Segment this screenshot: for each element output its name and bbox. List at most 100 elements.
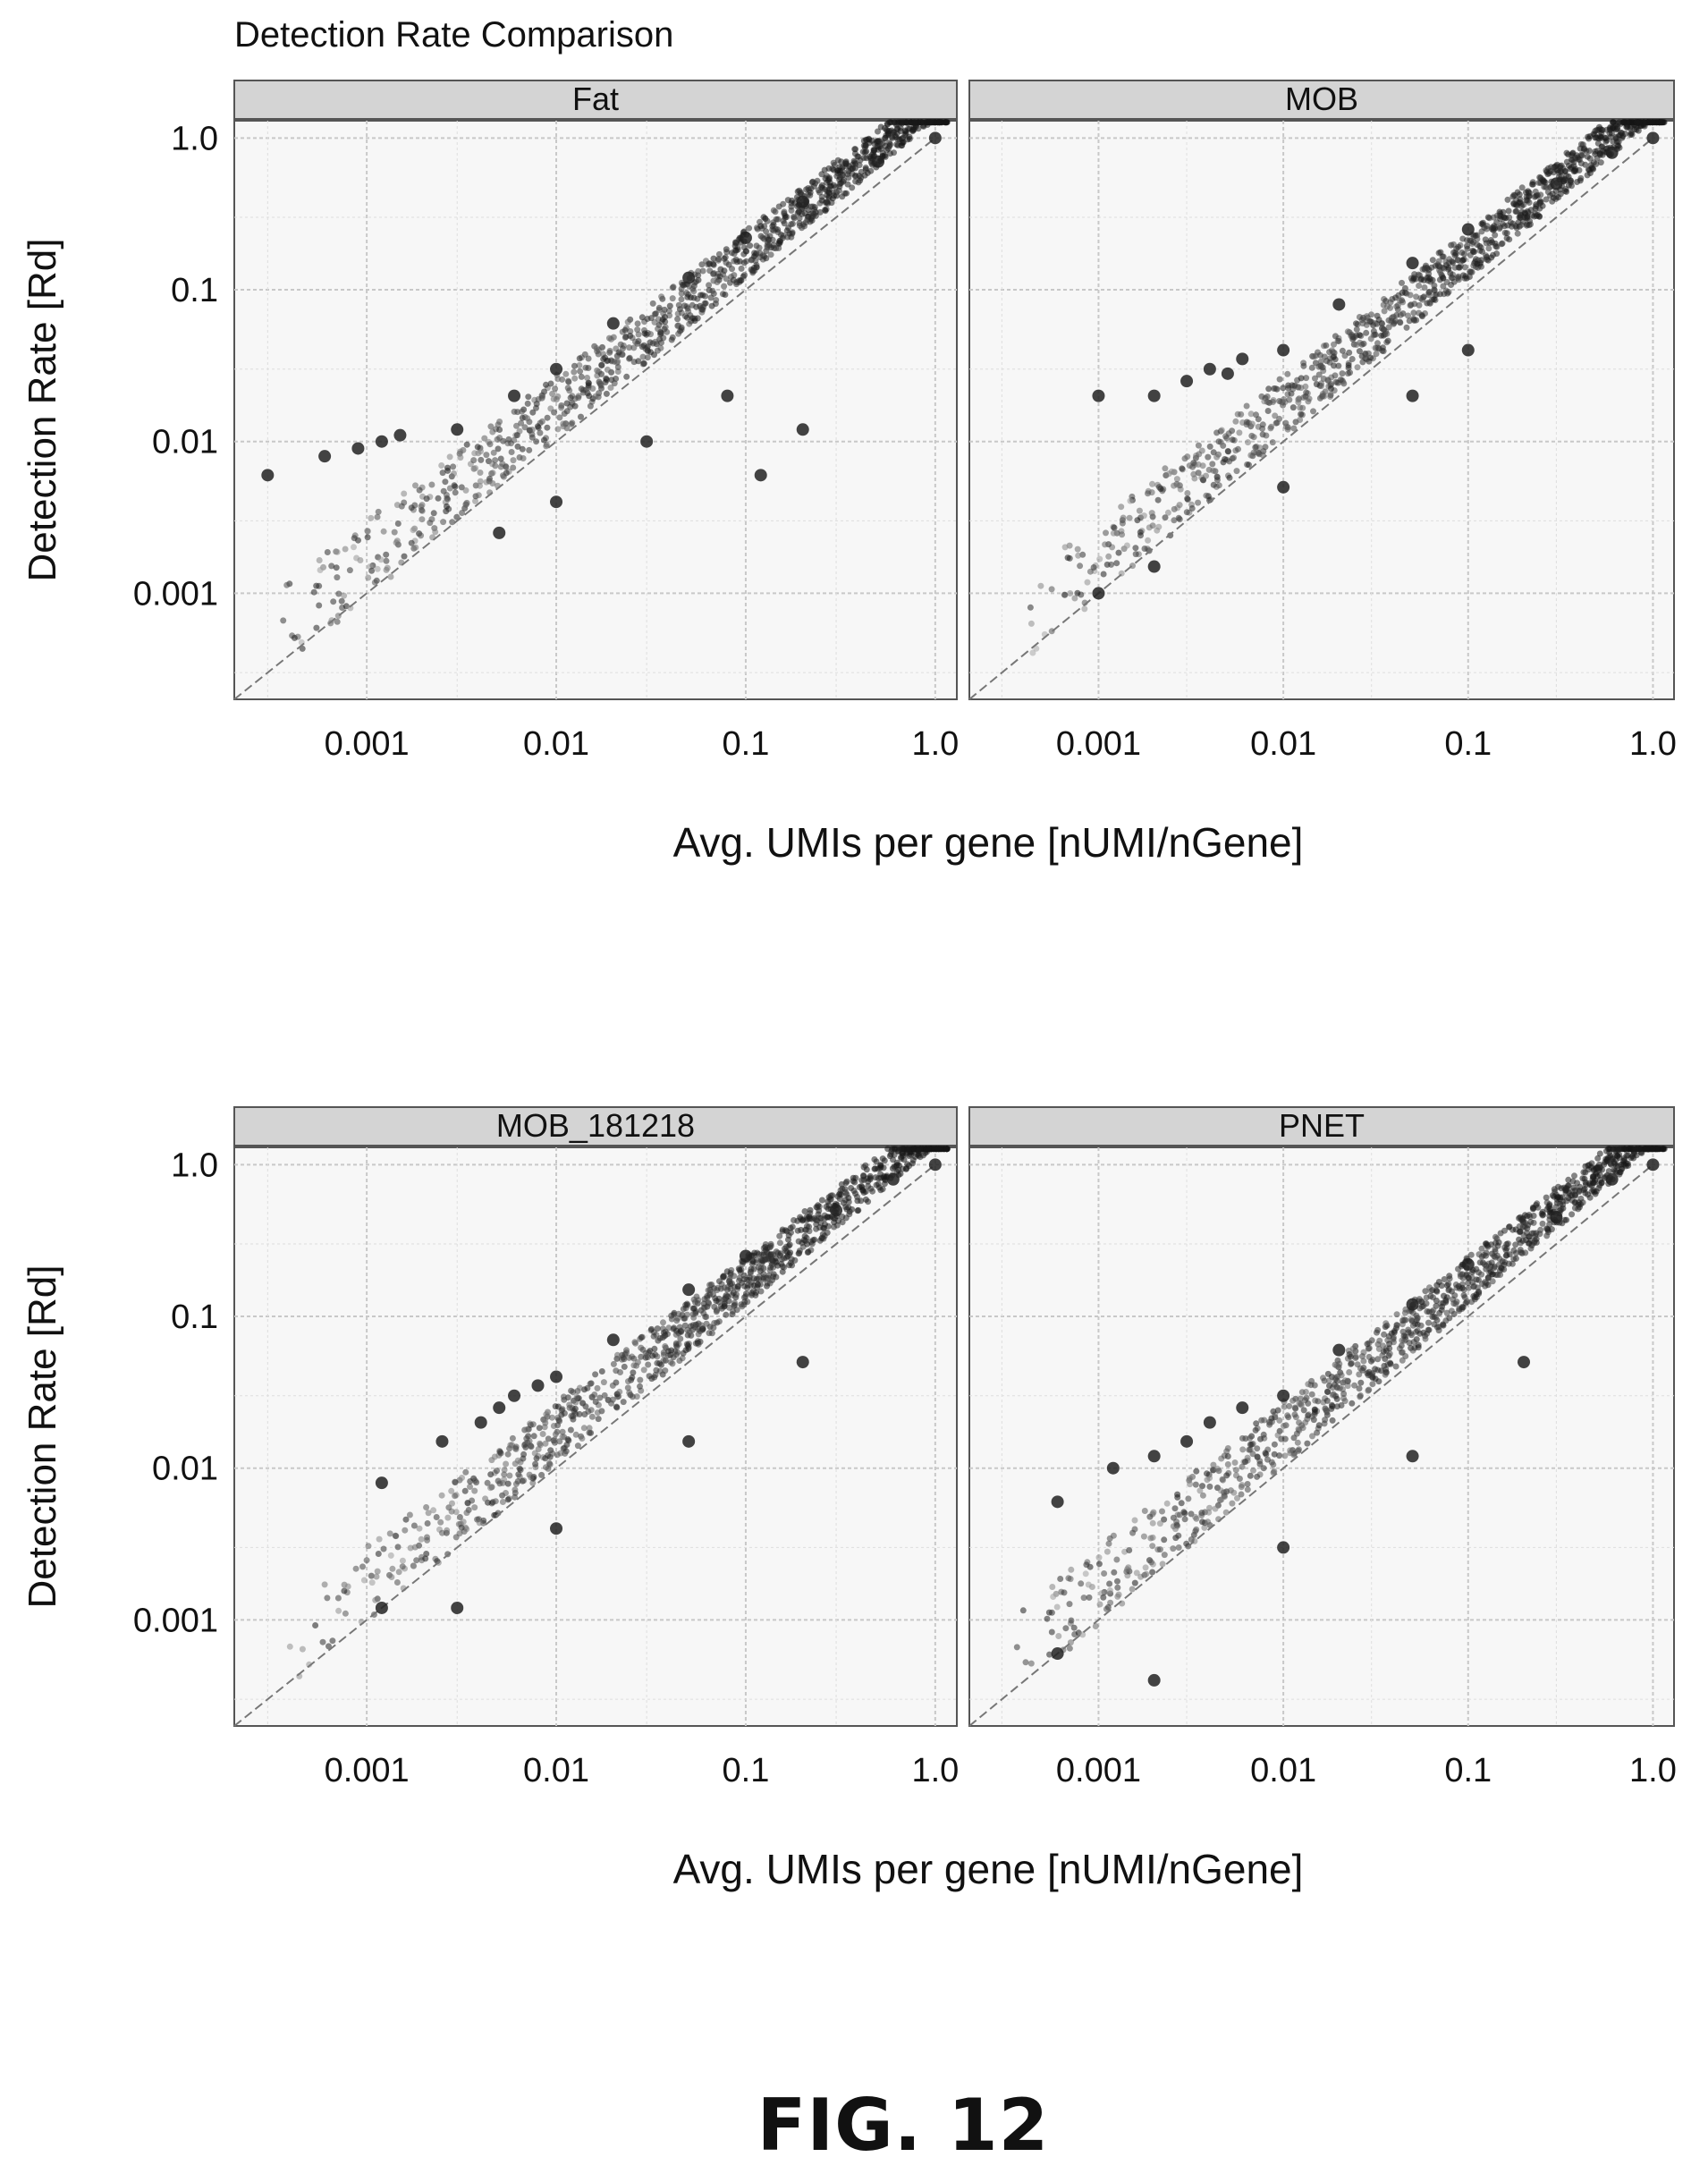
cloud-dot bbox=[1149, 480, 1155, 487]
cloud-dot bbox=[1335, 362, 1342, 369]
cloud-dot bbox=[1418, 275, 1425, 283]
cloud-dot bbox=[1339, 370, 1346, 377]
cloud-dot bbox=[727, 1285, 734, 1292]
cloud-dot bbox=[1027, 604, 1034, 611]
cloud-dot bbox=[1312, 352, 1319, 360]
cloud-dot bbox=[1230, 1489, 1238, 1496]
cloud-dot bbox=[1140, 1533, 1147, 1540]
cloud-dot bbox=[788, 203, 795, 210]
cloud-dot bbox=[659, 316, 666, 323]
cloud-dot bbox=[809, 210, 816, 217]
cloud-dot bbox=[334, 574, 341, 581]
cloud-dot bbox=[450, 463, 457, 470]
cloud-dot bbox=[449, 1500, 455, 1507]
cloud-dot bbox=[1505, 207, 1512, 215]
cloud-dot bbox=[532, 1460, 539, 1468]
cloud-dot bbox=[394, 520, 402, 527]
cloud-dot bbox=[1349, 1345, 1357, 1352]
cloud-dot bbox=[871, 1156, 878, 1163]
cloud-dot bbox=[768, 1256, 775, 1263]
cloud-dot bbox=[1347, 1353, 1354, 1360]
cloud-dot bbox=[544, 414, 551, 421]
cloud-dot bbox=[634, 1358, 641, 1366]
cloud-dot bbox=[338, 597, 345, 605]
cloud-dot bbox=[1232, 1467, 1239, 1474]
cloud-dot bbox=[1149, 1534, 1156, 1541]
cloud-dot bbox=[1487, 1268, 1494, 1275]
cloud-dot bbox=[1532, 210, 1539, 217]
cloud-dot bbox=[831, 1223, 837, 1231]
cloud-dot bbox=[658, 339, 664, 346]
cloud-dot bbox=[683, 290, 690, 297]
cloud-dot bbox=[1388, 315, 1395, 321]
cloud-dot bbox=[464, 1500, 471, 1506]
cloud-dot bbox=[743, 1290, 749, 1298]
cloud-dot bbox=[620, 1399, 627, 1406]
cloud-dot bbox=[1239, 1434, 1246, 1442]
cloud-dot bbox=[1245, 439, 1251, 446]
x-tick-label: 0.001 bbox=[325, 725, 410, 763]
cloud-dot bbox=[1125, 1564, 1132, 1571]
cloud-dot bbox=[1048, 586, 1055, 593]
data-point bbox=[1277, 480, 1290, 494]
data-point bbox=[550, 495, 563, 509]
cloud-dot bbox=[1563, 158, 1570, 165]
cloud-dot bbox=[714, 279, 721, 285]
panel-header-label: Fat bbox=[572, 80, 619, 117]
cloud-dot bbox=[1492, 242, 1500, 250]
cloud-dot bbox=[1450, 1300, 1458, 1307]
cloud-dot bbox=[1298, 375, 1305, 382]
cloud-dot bbox=[446, 453, 453, 461]
cloud-dot bbox=[422, 1555, 429, 1562]
cloud-dot bbox=[1345, 364, 1352, 371]
cloud-dot bbox=[425, 1510, 432, 1517]
cloud-dot bbox=[830, 159, 837, 166]
cloud-dot bbox=[1435, 258, 1442, 265]
cloud-dot bbox=[352, 1565, 359, 1572]
figure-title: Detection Rate Comparison bbox=[234, 15, 673, 55]
cloud-dot bbox=[1270, 399, 1276, 405]
cloud-dot bbox=[781, 208, 788, 216]
cloud-dot bbox=[1143, 1570, 1150, 1578]
cloud-dot bbox=[884, 121, 891, 127]
cloud-dot bbox=[552, 1431, 559, 1438]
cloud-dot bbox=[442, 478, 449, 486]
cloud-dot bbox=[580, 1425, 588, 1432]
cloud-dot bbox=[1582, 1169, 1589, 1176]
cloud-dot bbox=[1575, 1205, 1582, 1213]
cloud-dot bbox=[1415, 1341, 1422, 1349]
cloud-dot bbox=[705, 1287, 712, 1294]
cloud-dot bbox=[647, 331, 654, 338]
cloud-dot bbox=[613, 1367, 620, 1375]
cloud-dot bbox=[1114, 1584, 1121, 1591]
cloud-dot bbox=[375, 508, 382, 515]
data-point bbox=[682, 271, 696, 284]
cloud-dot bbox=[519, 445, 526, 453]
data-point bbox=[550, 362, 563, 376]
data-point bbox=[1180, 1434, 1194, 1448]
cloud-dot bbox=[727, 279, 733, 286]
cloud-dot bbox=[598, 1368, 605, 1375]
cloud-dot bbox=[1382, 1320, 1390, 1327]
cloud-dot bbox=[472, 465, 479, 471]
cloud-dot bbox=[487, 1471, 495, 1478]
cloud-dot bbox=[786, 1241, 793, 1248]
cloud-dot bbox=[1597, 159, 1604, 166]
cloud-dot bbox=[342, 1610, 349, 1617]
cloud-dot bbox=[1376, 1337, 1383, 1344]
cloud-dot bbox=[1297, 1395, 1304, 1402]
cloud-dot bbox=[699, 267, 706, 275]
cloud-dot bbox=[632, 338, 638, 345]
cloud-dot bbox=[1437, 249, 1444, 256]
cloud-dot bbox=[1478, 1245, 1485, 1252]
cloud-dot bbox=[542, 1417, 548, 1424]
cloud-dot bbox=[1517, 214, 1524, 221]
cloud-dot bbox=[787, 1249, 794, 1256]
cloud-dot bbox=[746, 224, 753, 232]
data-point bbox=[435, 1434, 449, 1448]
cloud-dot bbox=[871, 1165, 878, 1172]
cloud-dot bbox=[747, 1270, 754, 1277]
cloud-dot bbox=[898, 1155, 905, 1163]
cloud-dot bbox=[1353, 326, 1360, 333]
cloud-dot bbox=[824, 188, 831, 195]
